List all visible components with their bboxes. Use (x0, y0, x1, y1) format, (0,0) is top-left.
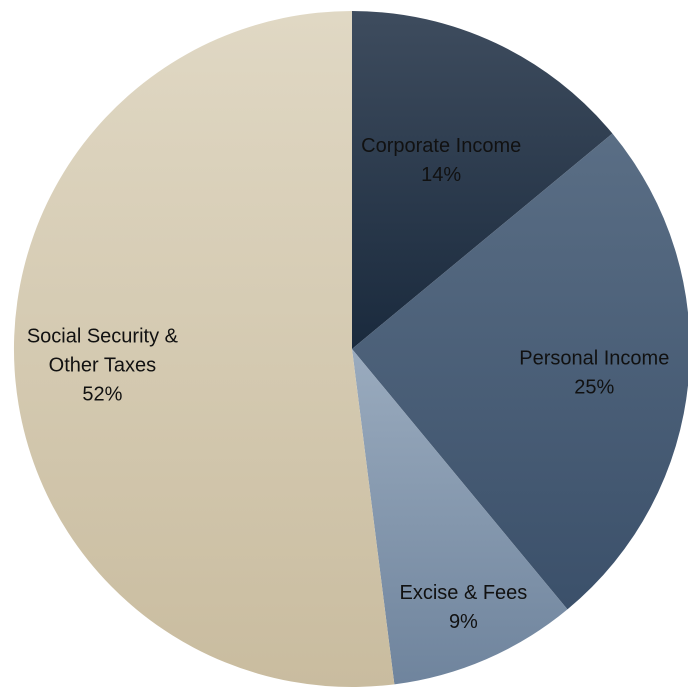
slice-social-security-other-taxes (13, 11, 395, 687)
slice-excise-fees (352, 349, 568, 685)
slice-corporate-income (352, 11, 613, 349)
label-corporate-income: Corporate Income 14% (361, 135, 521, 186)
label-excise-fees: Excise & Fees 9% (399, 582, 527, 633)
label-personal-income: Personal Income 25% (519, 347, 669, 398)
pie-slices (13, 11, 688, 687)
pie-labels: Corporate Income 14% Personal Income 25% Exc… (27, 135, 670, 633)
label-social-security-other-taxes: Social Security & Other Taxes 52% (27, 326, 179, 406)
slice-personal-income (352, 133, 688, 610)
